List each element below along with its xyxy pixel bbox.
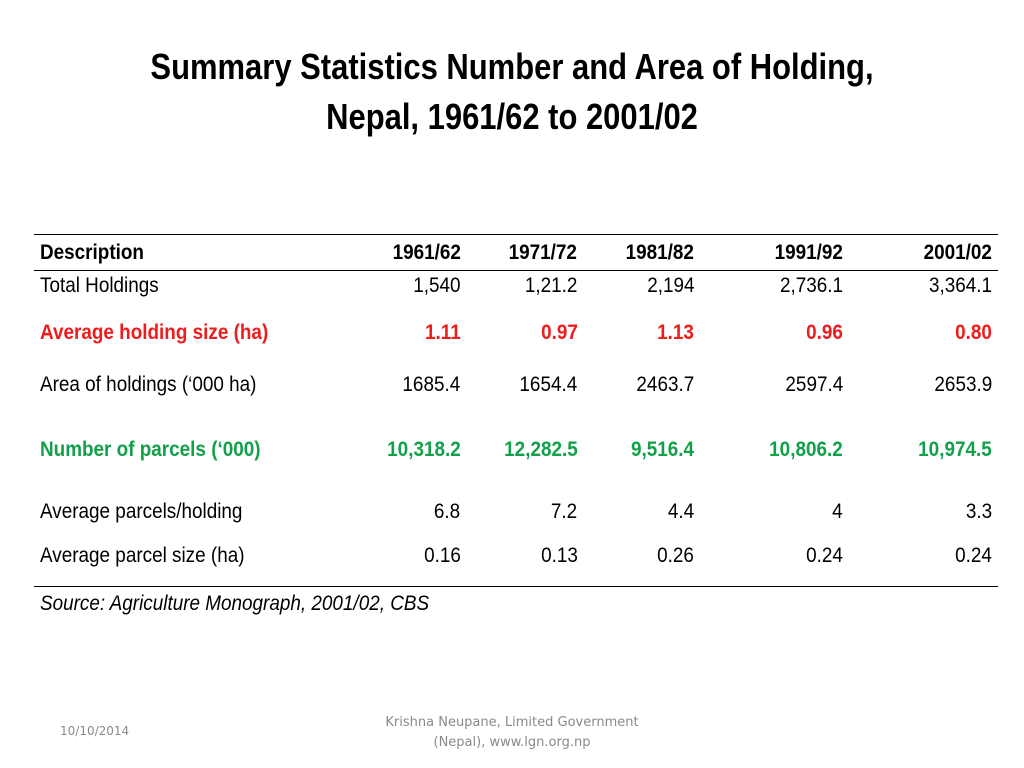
header-year: 1981/82 — [583, 234, 701, 271]
table-cell: 12,282.5 — [503, 438, 578, 461]
table-row-average-parcel-size: Average parcel size (ha) 0.16 0.13 0.26 … — [34, 538, 998, 587]
row-label: Total Holdings — [40, 274, 159, 297]
table-cell: 2,736.1 — [779, 274, 844, 297]
footer-credit-line-2: (Nepal), www.lgn.org.np — [433, 735, 591, 750]
row-label: Average parcels/holding — [40, 500, 243, 523]
table-cell: 0.97 — [540, 321, 578, 344]
table-cell: 10,806.2 — [769, 438, 844, 461]
table-cell: 0.96 — [806, 321, 844, 344]
slide-title: Summary Statistics Number and Area of Ho… — [123, 42, 900, 142]
table-cell: 0.13 — [466, 538, 584, 587]
footer-credit-line-1: Krishna Neupane, Limited Government — [385, 715, 639, 730]
row-label: Average parcel size (ha) — [34, 538, 367, 587]
table-cell: 3.3 — [965, 500, 992, 523]
table-cell: 0.26 — [583, 538, 701, 587]
statistics-table-container: Description 1961/62 1971/72 1981/82 1991… — [34, 234, 998, 621]
table-cell: 1.13 — [657, 321, 695, 344]
footer-date: 10/10/2014 — [60, 724, 130, 738]
table-row-average-holding-size: Average holding size (ha) 1.11 0.97 1.13… — [34, 310, 998, 356]
table-cell: 1.11 — [424, 321, 461, 344]
table-row-number-of-parcels: Number of parcels (‘000) 10,318.2 12,282… — [34, 414, 998, 486]
table-cell: 6.8 — [434, 500, 461, 523]
table-cell: 0.24 — [700, 538, 850, 587]
row-label: Average holding size (ha) — [40, 321, 269, 344]
header-year: 1971/72 — [466, 234, 584, 271]
footer-credit: Krishna Neupane, Limited Government (Nep… — [352, 713, 672, 753]
table-header-row: Description 1961/62 1971/72 1981/82 1991… — [34, 234, 998, 271]
table-cell: 7.2 — [551, 500, 578, 523]
table-cell: 1,21.2 — [524, 274, 578, 297]
header-description: Description — [34, 234, 367, 271]
header-year: 1991/92 — [700, 234, 850, 271]
table-cell: 1,540 — [413, 274, 461, 297]
table-row-total-holdings: Total Holdings 1,540 1,21.2 2,194 2,736.… — [34, 271, 998, 311]
table-cell: 9,516.4 — [631, 438, 695, 461]
slide-title-line-1: Summary Statistics Number and Area of Ho… — [150, 46, 874, 87]
table-cell: 2597.4 — [785, 373, 844, 396]
table-row-average-parcels-per-holding: Average parcels/holding 6.8 7.2 4.4 4 3.… — [34, 486, 998, 538]
table-cell: 10,318.2 — [387, 438, 461, 461]
header-year: 1961/62 — [366, 234, 467, 271]
table-cell: 1654.4 — [519, 373, 578, 396]
table-cell: 4 — [832, 500, 844, 523]
table-cell: 0.16 — [366, 538, 467, 587]
table-row-area-of-holdings: Area of holdings (‘000 ha) 1685.4 1654.4… — [34, 356, 998, 414]
header-year: 2001/02 — [849, 234, 998, 271]
statistics-table: Description 1961/62 1971/72 1981/82 1991… — [34, 234, 998, 621]
table-cell: 1685.4 — [402, 373, 461, 396]
table-cell: 0.80 — [955, 321, 992, 344]
slide-title-line-2: Nepal, 1961/62 to 2001/02 — [326, 96, 698, 137]
table-cell: 2,194 — [646, 274, 695, 297]
source-note: Source: Agriculture Monograph, 2001/02, … — [40, 592, 430, 615]
row-label: Area of holdings (‘000 ha) — [40, 373, 257, 396]
table-cell: 3,364.1 — [928, 274, 992, 297]
table-cell: 2653.9 — [934, 373, 992, 396]
table-cell: 0.24 — [849, 538, 998, 587]
table-cell: 2463.7 — [636, 373, 695, 396]
table-source-row: Source: Agriculture Monograph, 2001/02, … — [34, 587, 998, 622]
table-cell: 4.4 — [667, 500, 695, 523]
table-cell: 10,974.5 — [918, 438, 992, 461]
row-label: Number of parcels (‘000) — [40, 438, 261, 461]
